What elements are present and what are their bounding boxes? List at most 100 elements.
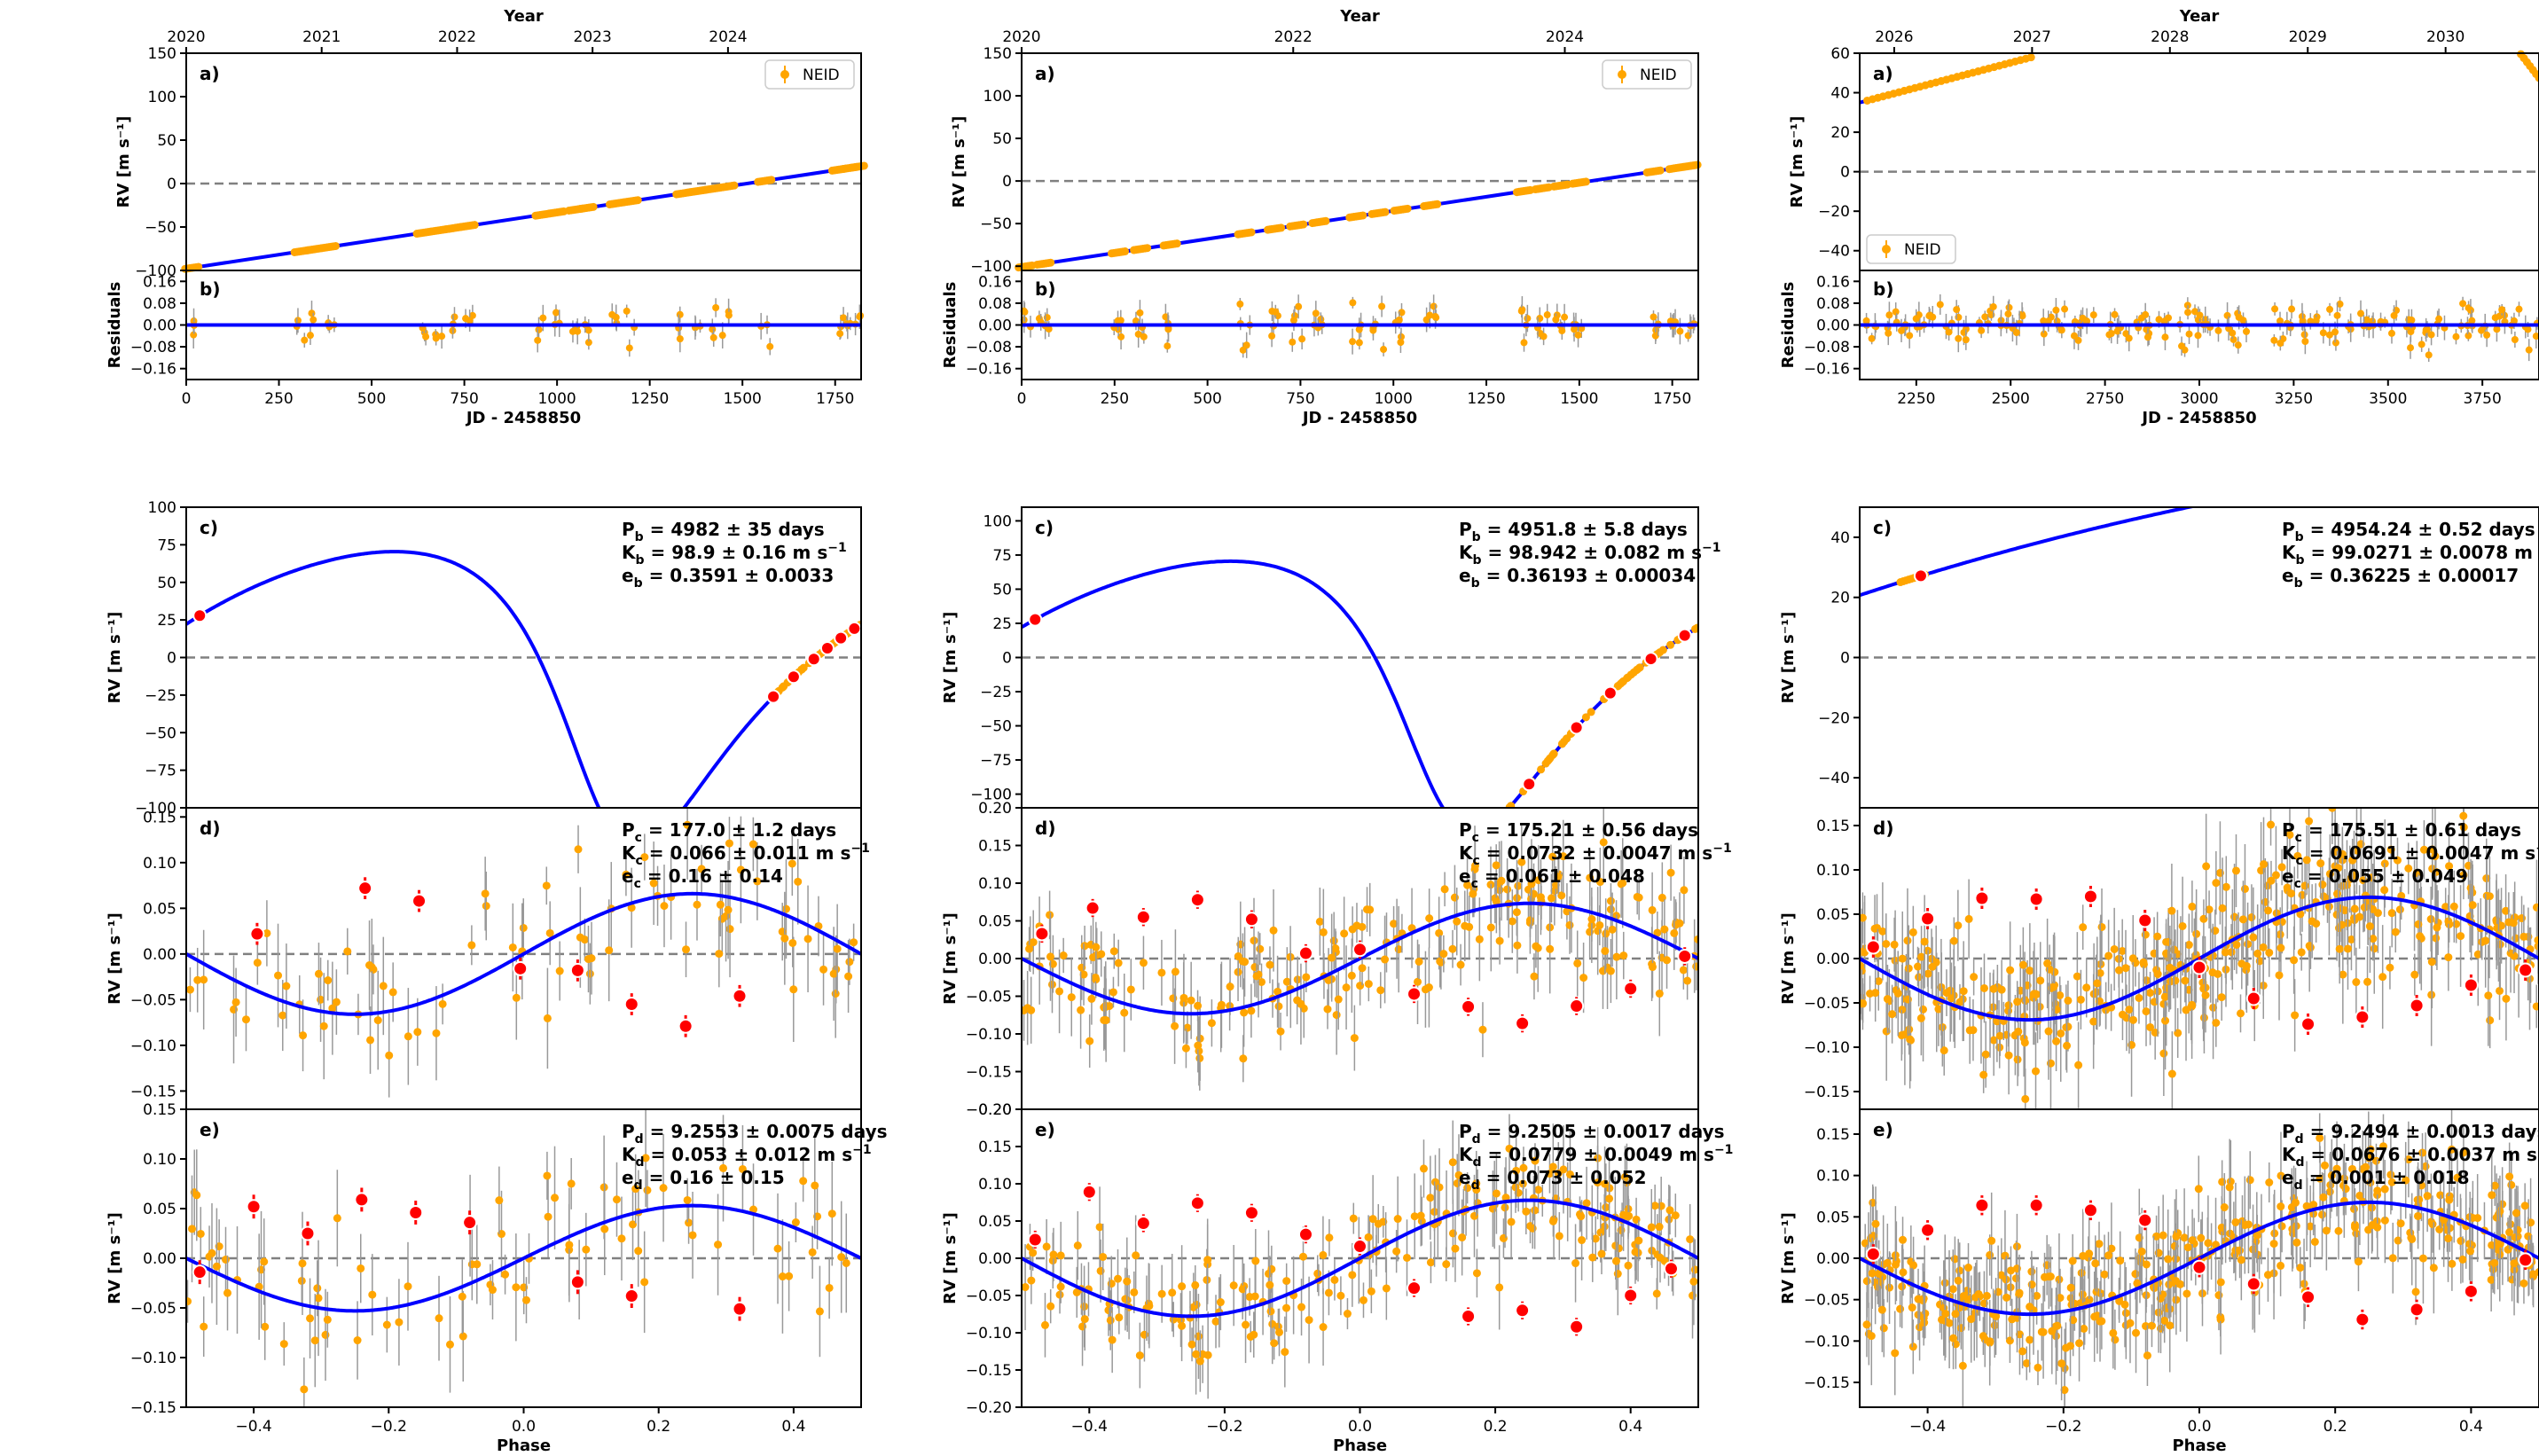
phase-data-point <box>2080 1324 2088 1333</box>
binned-point <box>1515 1015 1531 1031</box>
residual-point <box>432 334 440 342</box>
phase-data-point <box>1917 952 1926 961</box>
phase-data-point <box>1027 1006 1036 1014</box>
phase-data-point <box>1456 960 1465 969</box>
phase-data-point <box>791 1218 800 1227</box>
phase-data-point <box>1247 1006 1256 1015</box>
residual-point <box>2326 305 2334 313</box>
residual-point <box>535 325 543 333</box>
phase-data-point <box>1121 1295 1130 1303</box>
binned-point <box>354 1192 370 1208</box>
phase-data-point <box>2208 968 2217 977</box>
phase-data-point <box>2265 948 2274 957</box>
residual-point <box>725 311 733 319</box>
phase-data-point <box>1547 894 1556 903</box>
phase-data-point <box>2459 1148 2468 1157</box>
phase-data-point <box>495 1196 504 1205</box>
residual-point <box>1981 313 1989 321</box>
phase-ylabel: RV [m s⁻¹] <box>1779 612 1798 704</box>
rv-ytick-label: 100 <box>148 89 176 106</box>
phase-data-point <box>2328 808 2337 812</box>
phase-data-point <box>1938 1022 1947 1031</box>
phase-ytick-label: 0.00 <box>978 951 1012 968</box>
rv-ytick-label: 40 <box>1830 85 1850 103</box>
phase-data-point <box>1989 1036 1998 1045</box>
residual-point <box>2511 336 2519 344</box>
phase-ylabel: RV [m s⁻¹] <box>941 912 960 1005</box>
residual-point <box>1164 325 1172 333</box>
phase-data-point <box>1904 964 1913 973</box>
phase-data-point <box>785 1272 794 1280</box>
phase-ylabel: RV [m s⁻¹] <box>1779 912 1798 1005</box>
binned-point <box>1569 1319 1585 1335</box>
phase-data-point <box>1505 1144 1514 1153</box>
phase-data-point <box>1955 998 1964 1006</box>
phase-data-point <box>1908 928 1917 936</box>
residual-ytick-label: 0.16 <box>143 273 176 291</box>
phase-data-point <box>2002 1293 2011 1302</box>
phase-data-point <box>1608 925 1617 934</box>
panel-label-a: a) <box>1873 63 1893 84</box>
phase-data-point <box>576 933 584 942</box>
residual-point <box>2107 330 2115 338</box>
phase-data-point <box>1176 1316 1185 1325</box>
residual-point <box>2288 305 2296 313</box>
residual-point <box>1349 338 1357 346</box>
phase-data-point <box>2166 1321 2175 1330</box>
phase-data-point <box>551 1194 560 1202</box>
phase-data-point <box>1871 1219 1880 1228</box>
binned-point <box>1623 981 1639 997</box>
phase-data-point <box>617 1234 626 1243</box>
phase-xtick-label: 0.0 <box>512 1418 536 1436</box>
phase-data-point <box>2402 1176 2410 1185</box>
phase-data-point <box>660 902 669 911</box>
phase-data-point <box>261 1322 270 1331</box>
phase-xtick-label: 0.2 <box>2323 1418 2347 1436</box>
parameter-annotation: eb = 0.3591 ± 0.0033 <box>622 565 834 591</box>
phase-data-point <box>2350 904 2359 913</box>
residual-point <box>1552 316 1560 324</box>
binned-point <box>732 1301 748 1317</box>
panel-label-a: a) <box>1035 63 1055 84</box>
phase-data-point <box>683 1195 692 1204</box>
phase-data-point <box>827 1209 836 1218</box>
phase-data-point <box>2386 963 2394 972</box>
phase-xtick-label: −0.2 <box>371 1418 407 1436</box>
phase-data-point <box>2114 966 2123 975</box>
residual-point <box>2357 309 2365 317</box>
phase-ytick-label: 0.15 <box>143 1101 176 1119</box>
residual-point <box>308 309 316 317</box>
phase-data-point <box>313 1284 322 1293</box>
phase-data-point <box>2085 1249 2094 1258</box>
phase-data-point <box>1319 1323 1328 1332</box>
phase-data-point <box>1867 1332 1876 1341</box>
binned-point <box>2409 1302 2425 1318</box>
residual-point <box>2333 311 2341 319</box>
phase-data-point <box>1458 1233 1467 1242</box>
binned-point <box>2137 1212 2153 1228</box>
residual-point <box>1520 339 1528 347</box>
phase-xlabel: Phase <box>2172 1436 2226 1455</box>
phase-data-point <box>1367 1287 1375 1296</box>
phase-data-point <box>2141 930 2150 939</box>
rv-data-point <box>1403 204 1412 213</box>
phase-data-point <box>2183 1243 2192 1252</box>
residual-ytick-label: 0.00 <box>1816 317 1850 335</box>
phase-data-point <box>2340 906 2349 915</box>
phase-data-point <box>2153 970 2162 979</box>
phase-data-point <box>2497 921 2506 930</box>
legend-box <box>764 59 855 90</box>
phase-data-point <box>481 889 490 898</box>
phase-data-point <box>736 865 745 874</box>
phase-data-point <box>1690 1265 1698 1274</box>
residual-point <box>1978 326 1986 334</box>
phase-data-point <box>2297 948 2306 957</box>
phase-data-point <box>2041 1272 2049 1281</box>
phase-data-point <box>1334 995 1343 1004</box>
phase-data-point <box>1979 1299 1988 1308</box>
phase-data-point <box>1022 1283 1030 1292</box>
binned-point <box>2355 1009 2371 1025</box>
phase-data-point <box>323 1315 332 1324</box>
phase-data-point <box>1463 881 1472 889</box>
